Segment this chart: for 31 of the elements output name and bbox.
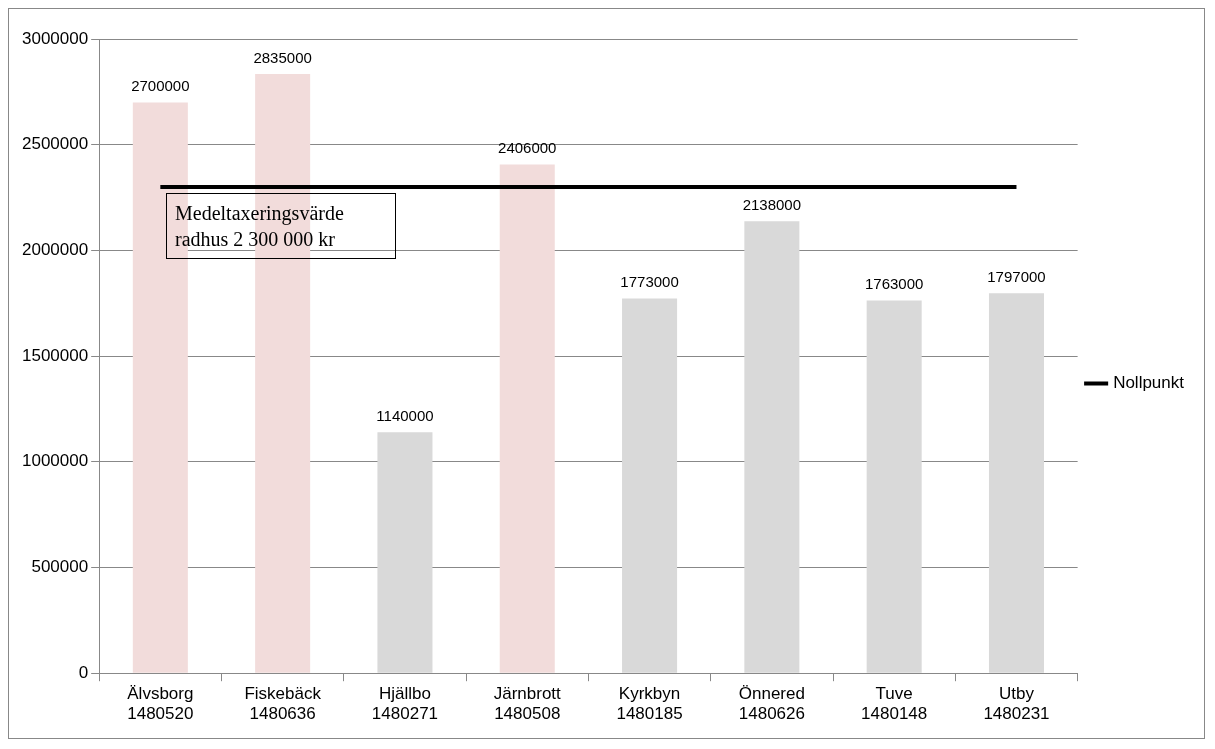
y-tick-label: 0 [78,662,89,682]
data-label: 1763000 [864,275,924,293]
data-label: 2700000 [131,77,190,95]
x-tick-label: Kyrkbyn 1480185 [616,684,683,724]
y-tick-label: 1500000 [21,345,89,365]
y-tick-label: 2500000 [21,134,89,154]
x-tick-label: Utby 1480231 [983,684,1050,724]
legend-label: Nollpunkt [1113,373,1185,393]
data-label: 1797000 [987,267,1046,285]
bar [866,300,922,673]
data-label: 2138000 [742,195,802,213]
annotation: Medeltaxeringsvärde radhus 2 300 000 kr [166,193,396,259]
bar [377,432,433,673]
x-tick-label: Tuve 1480148 [861,684,928,724]
data-label: 2835000 [253,48,312,66]
y-tick-label: 500000 [31,557,89,577]
bar [499,164,555,673]
data-label: 1140000 [376,406,434,424]
bar [744,221,800,673]
bar [622,298,678,673]
x-tick-label: Önnered 1480626 [738,684,805,724]
y-tick-label: 3000000 [21,28,89,48]
x-tick-label: Järnbrott 1480508 [493,684,562,724]
x-tick-label: Älvsborg 1480520 [127,684,194,724]
data-label: 1773000 [620,273,679,291]
bar [988,293,1044,673]
y-tick-label: 1000000 [21,451,89,471]
y-tick-label: 2000000 [21,240,89,260]
x-tick-label: Hjällbo 1480271 [371,684,439,724]
x-tick-label: Fiskebäck 1480636 [244,684,322,724]
data-label: 2406000 [498,139,557,157]
